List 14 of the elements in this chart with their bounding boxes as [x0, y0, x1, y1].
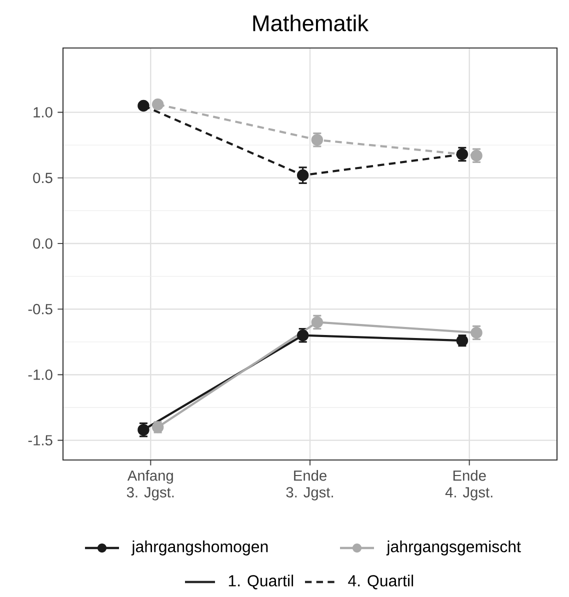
y-tick-label: 1.0: [34, 107, 52, 118]
text: 4. Quartil: [348, 574, 414, 590]
x-tick-label: Ende 3. Jgst.: [286, 470, 333, 500]
x-tick-label: Ende 4. Jgst.: [445, 470, 492, 500]
y-tick-label: 0.0: [33, 238, 52, 249]
legend-label: jahrgangsgemischt: [386, 540, 521, 556]
x-tick-label: Anfang 3. Jgst.: [126, 470, 174, 500]
legend-label: jahrgangshomogen: [131, 540, 268, 556]
y-tick-label: -0.5: [28, 304, 52, 314]
chart-title: Mathematik: [253, 14, 369, 32]
y-tick-label: -1.0: [28, 370, 52, 380]
y-tick-label: -1.5: [28, 435, 52, 446]
y-tick-label: 0.5: [33, 172, 52, 184]
text: 1. Quartil: [228, 574, 294, 590]
